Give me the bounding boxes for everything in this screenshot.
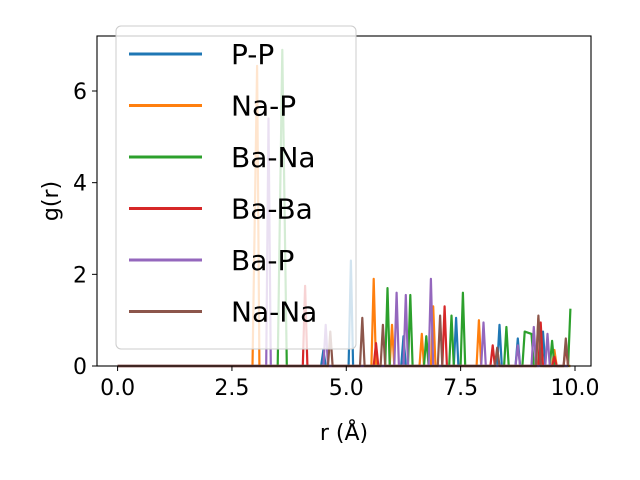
x-axis-ticks: 0.0 2.5 5.0 7.5 10.0 bbox=[100, 366, 599, 401]
x-tick-label: 10.0 bbox=[550, 376, 599, 401]
y-tick-label: 6 bbox=[73, 80, 87, 105]
x-axis-label: r (Å) bbox=[320, 419, 368, 446]
y-tick-label: 4 bbox=[73, 172, 87, 197]
y-axis-ticks: 0 2 4 6 bbox=[73, 80, 97, 380]
x-tick-label: 2.5 bbox=[214, 376, 249, 401]
y-axis-label: g(r) bbox=[39, 181, 64, 221]
legend-label: Ba-P bbox=[231, 244, 294, 277]
legend-label: Ba-Ba bbox=[231, 193, 313, 226]
x-tick-label: 7.5 bbox=[443, 376, 478, 401]
x-tick-label: 0.0 bbox=[100, 376, 135, 401]
legend-label: Na-P bbox=[231, 90, 296, 123]
legend-label: Ba-Na bbox=[231, 141, 316, 174]
y-tick-label: 0 bbox=[73, 355, 87, 380]
x-tick-label: 5.0 bbox=[329, 376, 364, 401]
legend: P-P Na-P Ba-Na Ba-Ba Ba-P Na-Na bbox=[115, 25, 357, 350]
y-tick-label: 2 bbox=[73, 263, 87, 288]
legend-label: P-P bbox=[231, 38, 274, 71]
legend-label: Na-Na bbox=[231, 296, 317, 329]
